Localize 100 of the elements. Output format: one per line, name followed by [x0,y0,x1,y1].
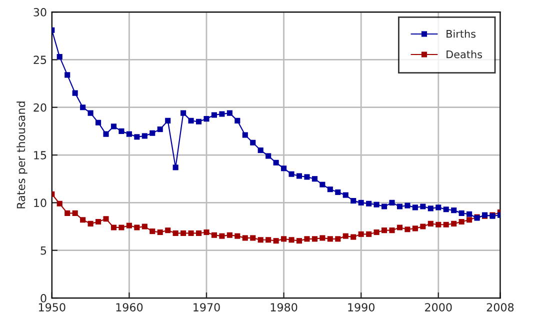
point [72,90,78,96]
point [180,110,186,116]
point [374,229,380,236]
point [196,118,202,124]
y-tick-label: 15 [34,151,46,160]
point [219,233,225,239]
point [335,236,341,242]
point [273,238,279,244]
point [428,206,434,212]
point [320,182,326,188]
point [428,220,434,226]
point [304,174,310,180]
point [266,237,272,243]
point [296,173,302,179]
point [389,200,395,206]
point [288,171,294,177]
point [358,231,364,237]
point [56,54,62,60]
point [165,118,171,124]
point [366,200,372,206]
point [134,224,140,230]
point [412,226,418,232]
point [172,230,178,236]
point [304,236,310,242]
x-tick-label: 1970 [194,303,220,312]
point [458,218,464,225]
point [80,217,86,223]
point [95,120,102,126]
point [382,204,388,210]
point [281,166,287,172]
point [196,230,202,236]
point [242,132,248,138]
y-tick-label: 10 [34,198,46,208]
point [204,229,210,236]
point [157,126,163,132]
point [250,140,256,146]
point [64,72,70,78]
point [312,176,318,182]
point [258,237,264,243]
point [234,233,240,239]
point [56,200,62,206]
point [118,128,124,134]
y-tick-label: 30 [34,8,46,16]
point [142,133,148,139]
point [396,204,403,210]
point [436,204,442,210]
point [118,224,124,230]
point [172,164,178,170]
point [142,224,148,230]
point [412,204,418,210]
point [312,236,318,242]
point [273,160,279,166]
y-tick-label: 25 [34,56,46,64]
x-tick-label: 2000 [425,303,452,312]
point [466,211,472,217]
point [466,217,472,223]
legend-label: Births [446,30,476,38]
point [436,222,442,228]
y-tick-label: 20 [34,103,46,112]
point [204,116,210,122]
point [103,131,109,137]
point [350,234,356,240]
point [88,220,94,226]
point [150,228,156,234]
point [327,186,333,192]
x-tick-label: 1950 [38,303,66,312]
point [404,226,410,232]
y-axis-title: Rates per thousand [16,102,28,208]
point [458,210,464,216]
point [188,118,194,124]
point [95,218,102,225]
point [80,104,86,110]
point [396,224,403,230]
point [72,210,78,216]
point [266,153,272,159]
point [335,189,341,195]
y-tick-label: 5 [40,246,46,255]
x-tick-label: 2008 [486,303,514,312]
point [211,112,217,118]
point [64,210,70,216]
x-tick-label: 1960 [116,303,143,312]
point [180,230,186,236]
point [88,110,94,116]
point [451,220,457,226]
point [126,222,132,228]
point [288,237,294,243]
point [219,111,225,117]
point [420,224,426,230]
point [188,230,194,236]
point [382,228,388,234]
point [126,131,132,137]
point [110,224,117,230]
point [451,208,457,214]
x-tick-label: 1990 [348,303,374,312]
point [281,236,287,242]
point [258,147,264,154]
point [165,228,171,234]
point [342,192,348,198]
point [342,233,348,239]
point [389,228,395,234]
